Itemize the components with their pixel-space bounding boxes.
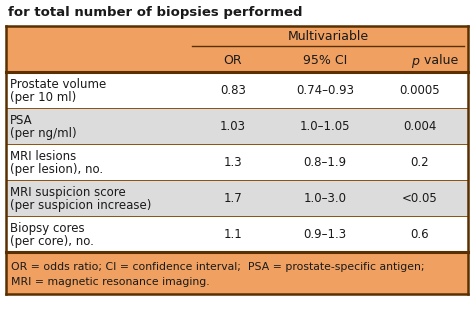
Text: 0.6: 0.6 — [410, 228, 429, 240]
Bar — [6, 26, 468, 50]
Text: 1.0–3.0: 1.0–3.0 — [303, 192, 346, 204]
Text: value: value — [420, 54, 458, 68]
Text: 0.9–1.3: 0.9–1.3 — [303, 228, 346, 240]
Text: (per ng/ml): (per ng/ml) — [10, 127, 77, 140]
Text: OR: OR — [224, 54, 242, 68]
Text: (per core), no.: (per core), no. — [10, 236, 94, 248]
Text: for total number of biopsies performed: for total number of biopsies performed — [8, 6, 302, 19]
Bar — [6, 144, 468, 180]
Text: 0.2: 0.2 — [410, 155, 429, 169]
Text: MRI = magnetic resonance imaging.: MRI = magnetic resonance imaging. — [11, 277, 210, 287]
Text: OR = odds ratio; CI = confidence interval;  PSA = prostate-specific antigen;: OR = odds ratio; CI = confidence interva… — [11, 262, 425, 272]
Text: MRI lesions: MRI lesions — [10, 150, 76, 163]
Text: p: p — [411, 54, 419, 68]
Text: 0.004: 0.004 — [403, 119, 437, 133]
Text: 0.74–0.93: 0.74–0.93 — [296, 84, 354, 96]
Bar — [6, 216, 468, 252]
Text: 1.1: 1.1 — [224, 228, 242, 240]
Text: 0.8–1.9: 0.8–1.9 — [303, 155, 346, 169]
Text: <0.05: <0.05 — [402, 192, 438, 204]
Text: 1.7: 1.7 — [224, 192, 242, 204]
Bar — [6, 108, 468, 144]
Text: MRI suspicion score: MRI suspicion score — [10, 186, 126, 199]
Bar — [6, 180, 468, 216]
Text: 95% CI: 95% CI — [303, 54, 347, 68]
Text: Multivariable: Multivariable — [287, 30, 369, 43]
Text: 1.0–1.05: 1.0–1.05 — [300, 119, 350, 133]
Text: (per lesion), no.: (per lesion), no. — [10, 163, 103, 176]
Text: 1.3: 1.3 — [224, 155, 242, 169]
Bar — [0, 0, 474, 26]
Bar — [6, 72, 468, 108]
Text: (per 10 ml): (per 10 ml) — [10, 92, 76, 104]
Bar — [6, 252, 468, 294]
Text: Prostate volume: Prostate volume — [10, 78, 106, 91]
Text: 0.0005: 0.0005 — [400, 84, 440, 96]
Text: PSA: PSA — [10, 114, 33, 127]
Bar — [6, 50, 468, 72]
Text: 1.03: 1.03 — [220, 119, 246, 133]
Text: 0.83: 0.83 — [220, 84, 246, 96]
Text: Biopsy cores: Biopsy cores — [10, 222, 85, 235]
Text: (per suspicion increase): (per suspicion increase) — [10, 199, 151, 213]
